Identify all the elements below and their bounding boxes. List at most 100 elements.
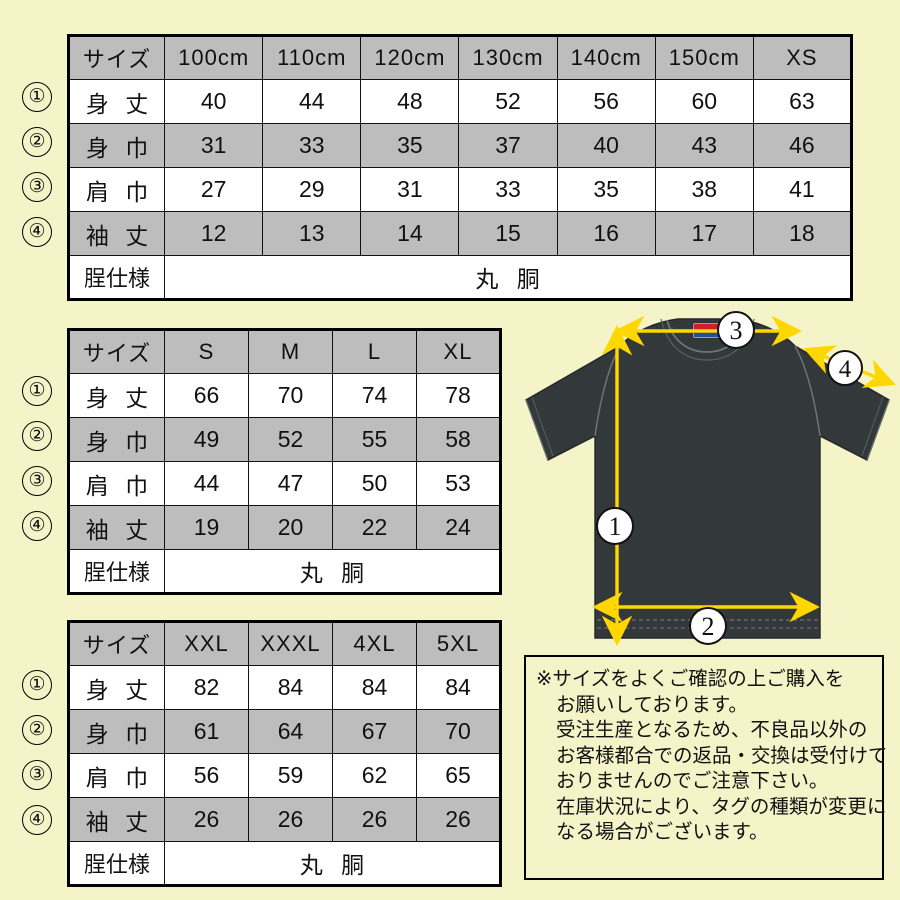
table-row-merged: 脭仕様 丸 胴 (67, 255, 852, 300)
cell-value: 27 (164, 167, 264, 212)
index-marker-4: ④ (22, 805, 52, 835)
index-markers-table2: ① ② ③ ④ (22, 376, 68, 546)
header-size-label: サイズ (68, 621, 165, 666)
cell-value: 53 (416, 461, 501, 506)
side-spec-value: 丸 胴 (164, 255, 852, 300)
header-col-xs: XS (752, 35, 853, 80)
cell-value: 70 (248, 373, 333, 418)
index-marker-1: ① (22, 82, 52, 112)
cell-value: 52 (248, 417, 333, 462)
cell-value: 22 (332, 505, 417, 550)
cell-value: 17 (654, 211, 754, 256)
tshirt-measurement-diagram: 3 4 1 2 (515, 308, 900, 653)
table-row: 肩 巾 44 47 50 53 (68, 461, 501, 506)
table-row: 身 巾 61 64 67 70 (68, 709, 501, 754)
row-label-sleeve: 袖 丈 (68, 797, 165, 842)
index-marker-2: ② (22, 715, 52, 745)
index-marker-3: ③ (22, 466, 52, 496)
row-label-shoulder: 肩 巾 (68, 461, 165, 506)
purchase-note-box: ※サイズをよくご確認の上ご購入を お願いしております。 受注生産となるため、不良… (524, 655, 888, 880)
cell-value: 78 (416, 373, 501, 418)
cell-value: 26 (248, 797, 333, 842)
callout-badge-1-label: 1 (609, 512, 622, 541)
header-col-130cm: 130cm (458, 35, 558, 80)
table-row: 身 巾 49 52 55 58 (68, 417, 501, 462)
cell-value: 31 (360, 167, 460, 212)
header-col-100cm: 100cm (164, 35, 264, 80)
row-label-side-spec: 脭仕様 (68, 549, 165, 594)
header-col-xl: XL (416, 329, 501, 374)
header-col-xxl: XXL (164, 621, 249, 666)
table-row: 肩 巾 56 59 62 65 (68, 753, 501, 798)
kids-size-table: サイズ 100cm 110cm 120cm 130cm 140cm 150cm … (67, 34, 853, 301)
cell-value: 40 (556, 123, 656, 168)
header-col-m: M (248, 329, 333, 374)
table-row: 袖 丈 26 26 26 26 (68, 797, 501, 842)
header-col-140cm: 140cm (556, 35, 656, 80)
callout-badge-4: 4 (827, 350, 863, 386)
index-marker-1: ① (22, 670, 52, 700)
cell-value: 26 (416, 797, 501, 842)
table-row: 身 丈 66 70 74 78 (68, 373, 501, 418)
header-size-label: サイズ (67, 35, 166, 80)
cell-value: 55 (332, 417, 417, 462)
header-col-110cm: 110cm (262, 35, 362, 80)
cell-value: 16 (556, 211, 656, 256)
note-line: おりませんのでご注意下さい。 (556, 770, 829, 792)
note-line: お願いしております。 (556, 693, 748, 716)
row-label-shoulder: 肩 巾 (67, 167, 166, 212)
row-label-length: 身 丈 (68, 665, 165, 710)
index-marker-4: ④ (22, 217, 52, 247)
cell-value: 38 (654, 167, 754, 212)
cell-value: 49 (164, 417, 249, 462)
header-size-label: サイズ (68, 329, 165, 374)
cell-value: 40 (164, 79, 264, 124)
index-markers-table3: ① ② ③ ④ (22, 670, 68, 840)
cell-value: 20 (248, 505, 333, 550)
note-line: ※サイズをよくご確認の上ご購入を (536, 668, 845, 690)
row-label-width: 身 巾 (68, 417, 165, 462)
index-marker-3: ③ (22, 760, 52, 790)
header-col-120cm: 120cm (360, 35, 460, 80)
cell-value: 52 (458, 79, 558, 124)
callout-badge-1: 1 (596, 507, 634, 545)
index-marker-2: ② (22, 421, 52, 451)
cell-value: 24 (416, 505, 501, 550)
cell-value: 33 (262, 123, 362, 168)
cell-value: 56 (556, 79, 656, 124)
side-spec-value: 丸 胴 (164, 841, 501, 886)
table-row: 身 巾 31 33 35 37 40 43 46 (67, 123, 853, 168)
cell-value: 12 (164, 211, 264, 256)
callout-badge-3-label: 3 (730, 316, 743, 345)
cell-value: 26 (332, 797, 417, 842)
header-col-s: S (164, 329, 249, 374)
cell-value: 62 (332, 753, 417, 798)
cell-value: 67 (332, 709, 417, 754)
cell-value: 26 (164, 797, 249, 842)
cell-value: 82 (164, 665, 249, 710)
table-row-merged: 脭仕様 丸 胴 (68, 549, 501, 594)
note-line: なる場合がございます。 (556, 821, 769, 843)
cell-value: 29 (262, 167, 362, 212)
cell-value: 44 (164, 461, 249, 506)
cell-value: 48 (360, 79, 460, 124)
cell-value: 15 (458, 211, 558, 256)
cell-value: 35 (556, 167, 656, 212)
cell-value: 33 (458, 167, 558, 212)
cell-value: 37 (458, 123, 558, 168)
cell-value: 44 (262, 79, 362, 124)
cell-value: 58 (416, 417, 501, 462)
cell-value: 31 (164, 123, 264, 168)
row-label-shoulder: 肩 巾 (68, 753, 165, 798)
cell-value: 84 (332, 665, 417, 710)
cell-value: 41 (752, 167, 853, 212)
cell-value: 13 (262, 211, 362, 256)
table-row: 袖 丈 12 13 14 15 16 17 18 (67, 211, 853, 256)
table-header-row: サイズ 100cm 110cm 120cm 130cm 140cm 150cm … (67, 35, 853, 80)
cell-value: 46 (752, 123, 853, 168)
cell-value: 66 (164, 373, 249, 418)
cell-value: 43 (654, 123, 754, 168)
header-col-xxxl: XXXL (248, 621, 333, 666)
cell-value: 64 (248, 709, 333, 754)
